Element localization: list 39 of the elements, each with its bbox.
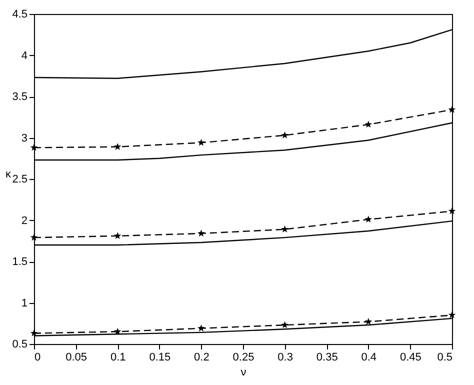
y-axis-title: κ [5,168,12,180]
point [364,120,372,128]
x-tick-label: 0.5 [437,352,452,364]
y-tick-label: 4.5 [12,8,28,20]
y-tick-label: 0.5 [12,338,28,350]
point [198,324,205,332]
x-tick-label: 0.4 [361,352,377,364]
point [281,131,288,138]
y-tick-label: 1 [21,297,28,310]
y-tick-label: 3 [21,132,28,144]
point [198,230,205,237]
point [281,321,288,328]
x-tick-label: 0.05 [66,352,88,364]
point [30,144,38,151]
y-tick-label: 4 [21,50,28,62]
point [30,329,38,336]
point [448,106,456,113]
x-tick-label: 0.3 [278,352,293,364]
y-tick-label: 1.5 [12,256,28,268]
x-axis-title: ν [240,366,247,378]
point [198,138,205,146]
point [114,142,122,150]
point [30,234,38,241]
y-tick-label: 2 [21,214,28,227]
point [448,207,456,214]
y-tick-label: 3.5 [12,91,28,103]
x-tick-label: 0.45 [400,352,422,364]
point [364,318,372,325]
y-tick-label: 2.5 [12,174,28,186]
x-tick-label: 0.2 [194,352,210,364]
x-tick-label: 0 [34,352,41,364]
point [281,225,288,232]
x-tick-label: 0.1 [110,352,126,364]
point [364,216,372,223]
point [114,232,122,240]
x-tick-label: 0.25 [232,352,254,364]
x-tick-label: 0.15 [149,352,171,364]
point [448,311,456,318]
x-tick-label: 0.35 [316,352,338,364]
